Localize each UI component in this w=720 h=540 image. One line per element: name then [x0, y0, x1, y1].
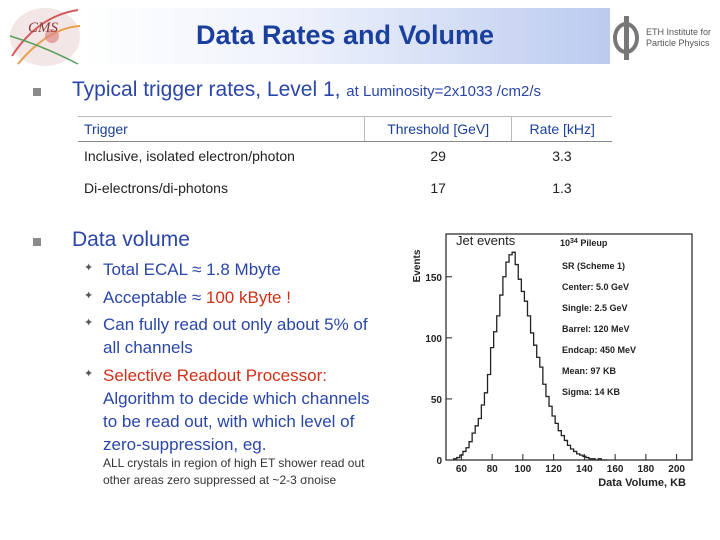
x-tick-label: 100: [515, 464, 532, 475]
bullet-square-icon: [33, 238, 41, 246]
y-tick-label: 0: [436, 456, 442, 467]
legend-line: Single: 2.5 GeV: [562, 303, 628, 313]
arrow-bullet-icon: ✦: [84, 368, 94, 380]
legend-line: Mean: 97 KB: [562, 366, 617, 376]
arrow-bullet-icon: ✦: [84, 290, 94, 302]
table-cell: 3.3: [552, 148, 572, 164]
slide-header: CMS Data Rates and Volume ETH Institute …: [0, 0, 720, 72]
list-item-line: to be read out, with which level of: [103, 412, 355, 431]
list-item-line: all channels: [103, 338, 193, 357]
cms-logo-icon: CMS: [9, 8, 81, 66]
trigger-rates-heading-main: Typical trigger rates, Level 1,: [72, 78, 347, 101]
legend-line: Barrel: 120 MeV: [562, 324, 630, 334]
x-tick-label: 140: [576, 464, 593, 475]
phi-logo-icon: [613, 16, 639, 60]
list-item-text: Acceptable ≈ 100 kByte !: [103, 286, 291, 309]
legend-line: Center: 5.0 GeV: [562, 282, 629, 292]
table-cell: 29: [430, 148, 446, 164]
x-tick-label: 180: [638, 464, 655, 475]
luminosity-label: at Luminosity=2x1033 /cm2/s: [346, 83, 541, 100]
x-tick-label: 200: [668, 464, 685, 475]
list-item-text: Total ECAL ≈ 1.8 Mbyte: [103, 260, 281, 279]
table-header-trigger: Trigger: [78, 116, 365, 142]
list-item-line-highlight: Selective Readout Processor:: [103, 366, 327, 385]
trigger-rates-heading: Typical trigger rates, Level 1, at Lumin…: [72, 78, 541, 102]
chart-title: Jet events: [456, 233, 516, 248]
x-tick-label: 120: [545, 464, 562, 475]
eth-logo: ETH Institute for Particle Physics: [612, 14, 717, 64]
legend-line: 1034 Pileup: [560, 238, 608, 249]
plot-frame: [445, 233, 693, 461]
list-item-line: Algorithm to decide which channels: [103, 389, 370, 408]
x-axis-label: Data Volume, KB: [598, 477, 686, 489]
y-tick-label: 100: [425, 334, 442, 345]
x-tick-label: 160: [607, 464, 624, 475]
y-axis-label: Events: [412, 249, 423, 282]
y-tick-label: 150: [425, 273, 442, 284]
eth-logo-text: ETH Institute for Particle Physics: [646, 27, 712, 48]
list-item-text-highlight: 100 kByte !: [205, 288, 291, 307]
arrow-bullet-icon: ✦: [84, 262, 94, 274]
svg-text:CMS: CMS: [28, 20, 59, 36]
list-item-text: Can fully read out only about 5% of all c…: [103, 313, 368, 359]
x-tick-label: 80: [487, 464, 499, 475]
legend-line: Sigma: 14 KB: [562, 387, 621, 397]
table-cell: 1.3: [552, 180, 572, 196]
table-cell: Inclusive, isolated electron/photon: [84, 148, 295, 164]
list-item-line: Can fully read out only about 5% of: [103, 315, 368, 334]
arrow-bullet-icon: ✦: [84, 317, 94, 329]
legend-line: SR (Scheme 1): [562, 261, 625, 271]
x-tick-label: 60: [456, 464, 468, 475]
y-tick-label: 50: [431, 395, 443, 406]
table-header-threshold: Threshold [GeV]: [363, 116, 512, 142]
header-gradient-band: [80, 8, 610, 64]
data-volume-heading: Data volume: [72, 228, 190, 251]
list-item-text: Selective Readout Processor: Algorithm to…: [103, 364, 369, 456]
trigger-table: Trigger Threshold [GeV] Rate [kHz] Inclu…: [78, 116, 612, 206]
legend-line: Endcap: 450 MeV: [562, 345, 636, 355]
note-line: ALL crystals in region of high ET shower…: [103, 456, 365, 470]
table-header-rate: Rate [kHz]: [511, 116, 612, 142]
table-row: Inclusive, isolated electron/photon 29 3…: [78, 142, 612, 175]
table-cell: Di-electrons/di-photons: [84, 180, 228, 196]
histogram-series-line: [453, 251, 608, 461]
slide-title: Data Rates and Volume: [195, 20, 495, 50]
table-cell: 17: [430, 180, 446, 196]
list-item-line: zero-suppression, eg.: [103, 435, 267, 454]
note-line: other areas zero suppressed at ~2-3 σnoi…: [103, 473, 337, 487]
list-item-text-start: Acceptable ≈: [103, 288, 206, 307]
bullet-square-icon: [33, 88, 41, 96]
jet-events-histogram: Events Data Volume, KB Jet events 60 80 10…: [412, 233, 693, 489]
table-row: Di-electrons/di-photons 17 1.3: [78, 174, 612, 206]
